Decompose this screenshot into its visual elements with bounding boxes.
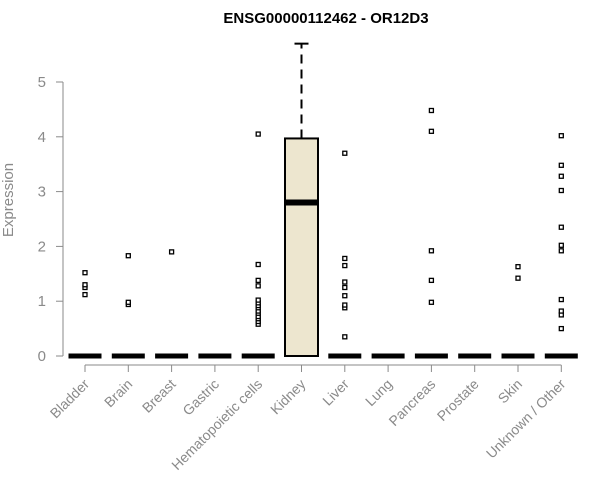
outlier-point: [558, 133, 564, 139]
boxes-group: [68, 42, 578, 359]
x-tick-label: Skin: [495, 376, 526, 407]
outlier-point: [558, 187, 564, 194]
x-tick-label: Pancreas: [385, 376, 438, 429]
y-tick-label: 3: [38, 184, 46, 201]
outlier-point: [515, 264, 521, 270]
box-kidney: [284, 42, 319, 357]
outlier-point: [255, 261, 261, 268]
outlier-point: [428, 248, 435, 254]
outlier-point: [342, 262, 348, 269]
outlier-point: [342, 255, 348, 262]
outlier-point: [342, 150, 348, 156]
outlier-point: [82, 291, 88, 298]
x-tick-label: Breast: [139, 376, 179, 416]
y-axis: 0 1 2 3 4 5: [38, 74, 64, 365]
box-liver: [328, 150, 362, 359]
chart-title: ENSG00000112462 - OR12D3: [223, 10, 428, 27]
outlier-point: [428, 128, 435, 134]
y-tick-label: 2: [38, 238, 46, 255]
box-iqr: [284, 137, 319, 357]
y-axis-label: Expression: [0, 163, 17, 237]
outlier-point: [342, 279, 348, 285]
y-tick-label: 1: [38, 293, 46, 310]
outlier-point: [428, 277, 435, 284]
box-brain: [111, 253, 145, 359]
y-tick-label: 5: [38, 74, 46, 91]
outlier-point: [558, 242, 564, 248]
outlier-point: [558, 308, 564, 314]
box-hematopoietic-cells: [241, 131, 275, 359]
outlier-point: [255, 131, 261, 137]
outlier-point: [168, 249, 175, 255]
outlier-point: [342, 293, 348, 299]
outlier-point: [125, 253, 131, 259]
x-tick-label: Gastric: [179, 376, 222, 419]
outlier-point: [515, 275, 521, 281]
box-unknown-other: [544, 133, 578, 359]
outlier-point: [558, 162, 564, 168]
outlier-point: [558, 224, 564, 230]
box-bladder: [68, 270, 102, 359]
outlier-point: [428, 299, 435, 305]
outlier-point: [558, 296, 564, 303]
outlier-point: [558, 248, 564, 254]
outlier-point: [558, 325, 564, 332]
outlier-point: [342, 284, 348, 291]
outlier-point: [255, 283, 261, 289]
outlier-point: [255, 297, 261, 303]
x-tick-label: Kidney: [267, 376, 309, 418]
y-tick-label: 4: [38, 129, 46, 146]
x-tick-label: Prostate: [434, 376, 482, 424]
outlier-point: [82, 270, 88, 276]
x-tick-label: Liver: [319, 376, 352, 409]
outlier-point: [82, 282, 88, 288]
outlier-point: [428, 107, 435, 114]
x-tick-label: Brain: [101, 376, 135, 410]
x-tick-label: Lung: [362, 376, 395, 409]
box-breast: [155, 249, 189, 359]
outlier-point: [558, 173, 564, 179]
outlier-point: [342, 334, 348, 340]
outlier-point: [255, 277, 261, 284]
box-skin: [501, 264, 535, 359]
y-tick-label: 0: [38, 348, 46, 365]
outlier-point: [125, 299, 131, 305]
outlier-point: [342, 302, 348, 308]
box-pancreas: [414, 107, 448, 359]
x-tick-label: Bladder: [47, 376, 93, 422]
x-tick-label: Unknown / Other: [483, 376, 569, 462]
